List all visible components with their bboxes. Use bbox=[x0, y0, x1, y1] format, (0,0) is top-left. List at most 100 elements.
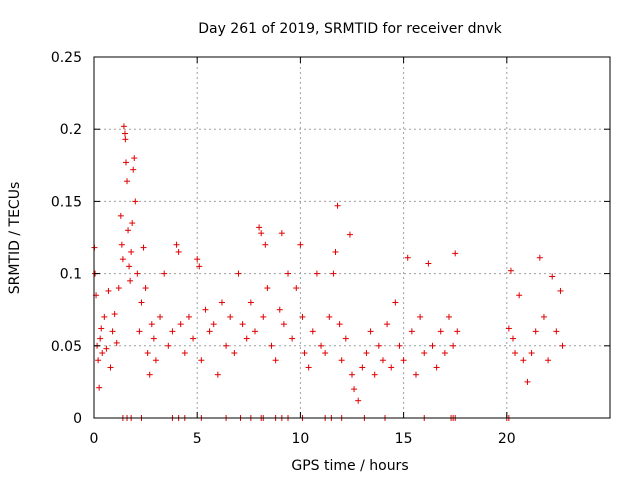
data-point bbox=[146, 371, 153, 378]
data-point bbox=[400, 357, 407, 364]
data-point bbox=[332, 248, 339, 255]
x-axis-label: GPS time / hours bbox=[291, 458, 408, 474]
data-point bbox=[388, 364, 395, 371]
data-point bbox=[103, 345, 110, 352]
y-tick-label: 0.25 bbox=[51, 50, 82, 66]
data-point bbox=[148, 321, 155, 328]
data-point bbox=[194, 256, 201, 263]
data-point bbox=[177, 321, 184, 328]
x-tick-label: 10 bbox=[291, 431, 309, 447]
data-point bbox=[117, 212, 124, 219]
data-point bbox=[120, 123, 127, 130]
data-point bbox=[175, 248, 182, 255]
data-point bbox=[126, 263, 133, 270]
data-point bbox=[342, 335, 349, 342]
data-point bbox=[524, 378, 531, 385]
data-point bbox=[536, 254, 543, 261]
y-axis-label: SRMTID / TECUs bbox=[7, 182, 23, 295]
x-tick-label: 15 bbox=[395, 431, 413, 447]
data-point bbox=[412, 371, 419, 378]
data-point bbox=[122, 136, 129, 143]
data-point bbox=[157, 313, 164, 320]
data-point bbox=[379, 357, 386, 364]
data-point bbox=[516, 292, 523, 299]
data-point bbox=[509, 335, 516, 342]
data-point bbox=[301, 350, 308, 357]
data-point bbox=[206, 328, 213, 335]
data-point bbox=[130, 166, 137, 173]
data-points bbox=[91, 123, 566, 421]
data-point bbox=[507, 267, 514, 274]
data-point bbox=[235, 270, 242, 277]
data-point bbox=[165, 342, 172, 349]
data-point bbox=[231, 350, 238, 357]
data-point bbox=[359, 364, 366, 371]
data-point bbox=[152, 357, 159, 364]
data-point bbox=[437, 328, 444, 335]
data-point bbox=[351, 386, 358, 393]
data-point bbox=[429, 342, 436, 349]
data-point bbox=[122, 159, 129, 166]
data-point bbox=[101, 313, 108, 320]
data-point bbox=[256, 224, 263, 231]
data-point bbox=[105, 287, 112, 294]
data-point bbox=[251, 328, 258, 335]
data-point bbox=[96, 384, 103, 391]
data-point bbox=[299, 313, 306, 320]
data-point bbox=[268, 342, 275, 349]
data-point bbox=[150, 335, 157, 342]
data-point bbox=[355, 397, 362, 404]
data-point bbox=[113, 339, 120, 346]
data-point bbox=[223, 342, 230, 349]
data-point bbox=[196, 263, 203, 270]
data-point bbox=[131, 155, 138, 162]
data-point bbox=[392, 299, 399, 306]
data-point bbox=[198, 357, 205, 364]
plot-border bbox=[93, 56, 611, 419]
data-point bbox=[115, 285, 122, 292]
data-point bbox=[433, 364, 440, 371]
data-point bbox=[190, 335, 197, 342]
data-point bbox=[553, 328, 560, 335]
data-point bbox=[520, 357, 527, 364]
data-point bbox=[107, 364, 114, 371]
data-point bbox=[441, 350, 448, 357]
data-point bbox=[363, 350, 370, 357]
data-point bbox=[136, 328, 143, 335]
data-point bbox=[512, 350, 519, 357]
data-point bbox=[540, 313, 547, 320]
data-point bbox=[134, 270, 141, 277]
data-point bbox=[421, 350, 428, 357]
data-point bbox=[452, 250, 459, 257]
data-point bbox=[330, 270, 337, 277]
data-point bbox=[318, 342, 325, 349]
data-point bbox=[408, 328, 415, 335]
x-tick-label: 0 bbox=[90, 431, 99, 447]
grid-lines bbox=[94, 57, 610, 418]
data-point bbox=[239, 321, 246, 328]
data-point bbox=[214, 371, 221, 378]
tick-labels: 0 0.05 0.1 0.15 0.2 0.25 0 5 10 15 20 bbox=[51, 50, 610, 447]
data-point bbox=[260, 313, 267, 320]
data-point bbox=[118, 241, 125, 248]
data-point bbox=[549, 273, 556, 280]
data-point bbox=[454, 328, 461, 335]
data-point bbox=[528, 350, 535, 357]
data-point bbox=[125, 227, 132, 234]
x-tick-label: 5 bbox=[193, 431, 202, 447]
data-point bbox=[367, 328, 374, 335]
data-point bbox=[309, 328, 316, 335]
data-point bbox=[322, 350, 329, 357]
data-point bbox=[124, 178, 131, 185]
data-point bbox=[371, 371, 378, 378]
data-point bbox=[276, 306, 283, 313]
data-point bbox=[396, 342, 403, 349]
data-point bbox=[346, 231, 353, 238]
data-point bbox=[99, 350, 106, 357]
data-point bbox=[258, 230, 265, 237]
data-point bbox=[121, 130, 128, 137]
data-point bbox=[132, 198, 139, 205]
data-point bbox=[293, 285, 300, 292]
data-point bbox=[97, 335, 104, 342]
